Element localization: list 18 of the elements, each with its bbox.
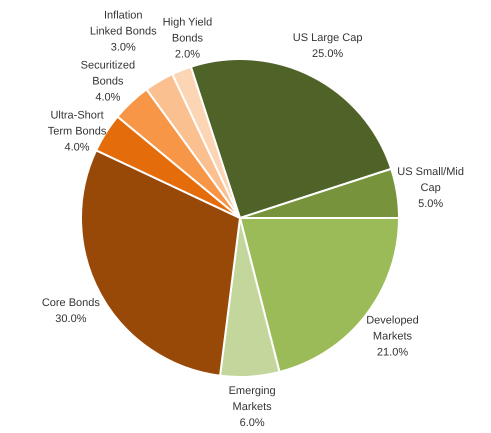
data-label: 21.0% — [376, 346, 408, 358]
slice-label: Inflation Linked Bonds — [90, 9, 158, 38]
data-label: 25.0% — [312, 48, 344, 60]
slice-label: US Small/Mid Cap — [397, 166, 464, 194]
slice-label: Securitized Bonds — [80, 59, 136, 88]
slice-label: Developed Markets — [366, 314, 419, 342]
data-label: 6.0% — [240, 417, 265, 430]
data-label: 4.0% — [95, 91, 121, 104]
slice-label: Ultra-Short Term Bonds — [48, 109, 107, 138]
data-label: 30.0% — [55, 313, 87, 326]
slice-label: High Yield Bonds — [162, 16, 212, 45]
slice-label: Emerging Markets — [228, 385, 276, 414]
data-label: 5.0% — [418, 198, 444, 210]
slice-label: US Large Cap — [292, 32, 362, 44]
data-label: 3.0% — [110, 41, 136, 54]
slice-label: Core Bonds — [42, 297, 100, 310]
data-label: 2.0% — [174, 48, 200, 61]
data-label: 4.0% — [64, 141, 90, 154]
